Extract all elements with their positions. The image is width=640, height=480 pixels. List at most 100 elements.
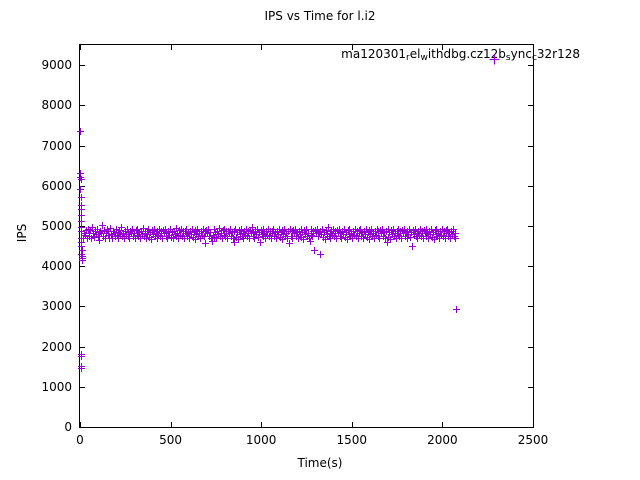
y-tick-mark [80, 386, 85, 388]
y-tick-mark-right [528, 346, 533, 348]
data-point [149, 230, 157, 238]
data-point [119, 233, 127, 241]
data-point [267, 234, 275, 242]
data-point [198, 232, 206, 240]
x-tick-label: 1000 [245, 433, 277, 447]
y-tick-mark-right [528, 427, 533, 428]
data-point [135, 233, 143, 241]
y-tick-label: 7000 [41, 138, 72, 153]
data-point [151, 232, 159, 240]
y-tick-mark [80, 145, 85, 147]
data-point [127, 228, 135, 236]
data-point [143, 228, 151, 236]
data-point [343, 235, 351, 243]
data-point [429, 228, 437, 236]
data-point [378, 230, 386, 238]
data-point [432, 230, 440, 238]
data-point [101, 234, 109, 242]
data-point [79, 256, 87, 264]
x-tick-mark-top [261, 45, 263, 50]
data-point [437, 227, 445, 235]
y-tick-mark-right [528, 65, 533, 67]
data-point [370, 229, 378, 237]
data-point [216, 232, 224, 240]
data-point [288, 228, 296, 236]
data-point [270, 225, 278, 233]
data-point [119, 229, 127, 237]
data-point [86, 229, 94, 237]
y-tick-label: 9000 [41, 58, 72, 73]
data-point [171, 230, 179, 238]
data-point [337, 229, 345, 237]
data-point [328, 227, 336, 235]
data-point [380, 232, 387, 240]
y-tick-mark-right [528, 105, 533, 107]
data-point [349, 234, 357, 242]
data-point [249, 232, 257, 240]
y-tick-label: 6000 [41, 178, 72, 193]
data-point [387, 235, 395, 243]
y-tick-mark [80, 185, 85, 187]
data-point [260, 232, 268, 240]
data-point [154, 227, 162, 235]
data-point [401, 232, 409, 240]
data-point [351, 226, 359, 234]
data-point [78, 246, 86, 254]
y-tick-mark [80, 65, 85, 67]
data-point [145, 226, 153, 234]
data-point [298, 233, 306, 241]
data-point [177, 226, 185, 234]
data-point [430, 235, 438, 243]
data-point [78, 218, 86, 226]
data-point [159, 227, 167, 235]
data-point [379, 225, 387, 233]
data-point [129, 232, 137, 240]
data-point [317, 228, 325, 236]
data-point [341, 226, 349, 234]
x-tick-mark-top [533, 45, 534, 50]
data-point [110, 227, 118, 235]
data-point [111, 232, 119, 240]
data-point [404, 228, 412, 236]
data-point [168, 228, 176, 236]
data-point [192, 227, 200, 235]
data-point [157, 233, 165, 241]
chart-title: IPS vs Time for l.i2 [264, 9, 376, 23]
data-point [81, 229, 89, 237]
data-point [77, 212, 85, 220]
data-point [264, 232, 272, 240]
data-point [83, 234, 91, 242]
data-point [367, 230, 375, 238]
data-point [178, 233, 186, 241]
data-point [329, 232, 337, 240]
data-point [128, 230, 136, 238]
y-tick-label: 0 [64, 420, 72, 434]
data-point [308, 226, 316, 234]
data-point [316, 250, 324, 258]
data-point [299, 228, 307, 236]
data-point [374, 233, 382, 241]
data-point [408, 228, 416, 236]
data-point [297, 226, 305, 234]
y-tick-label: 8000 [41, 98, 72, 113]
y-tick-label: 5000 [41, 218, 72, 233]
data-point [163, 229, 171, 237]
data-point [282, 232, 290, 240]
data-point [102, 229, 110, 237]
data-point [442, 227, 450, 235]
data-point [339, 228, 347, 236]
data-point [78, 252, 86, 260]
data-point [293, 232, 301, 240]
data-point [284, 227, 292, 235]
y-tick-mark-right [528, 145, 533, 147]
data-point [348, 229, 356, 237]
data-point [356, 230, 364, 238]
data-point [77, 353, 85, 361]
data-point [365, 235, 373, 243]
data-point [395, 226, 403, 234]
data-point [273, 234, 281, 242]
data-point [78, 238, 86, 246]
data-point [95, 229, 103, 237]
data-point [78, 250, 86, 258]
data-point [214, 227, 222, 235]
